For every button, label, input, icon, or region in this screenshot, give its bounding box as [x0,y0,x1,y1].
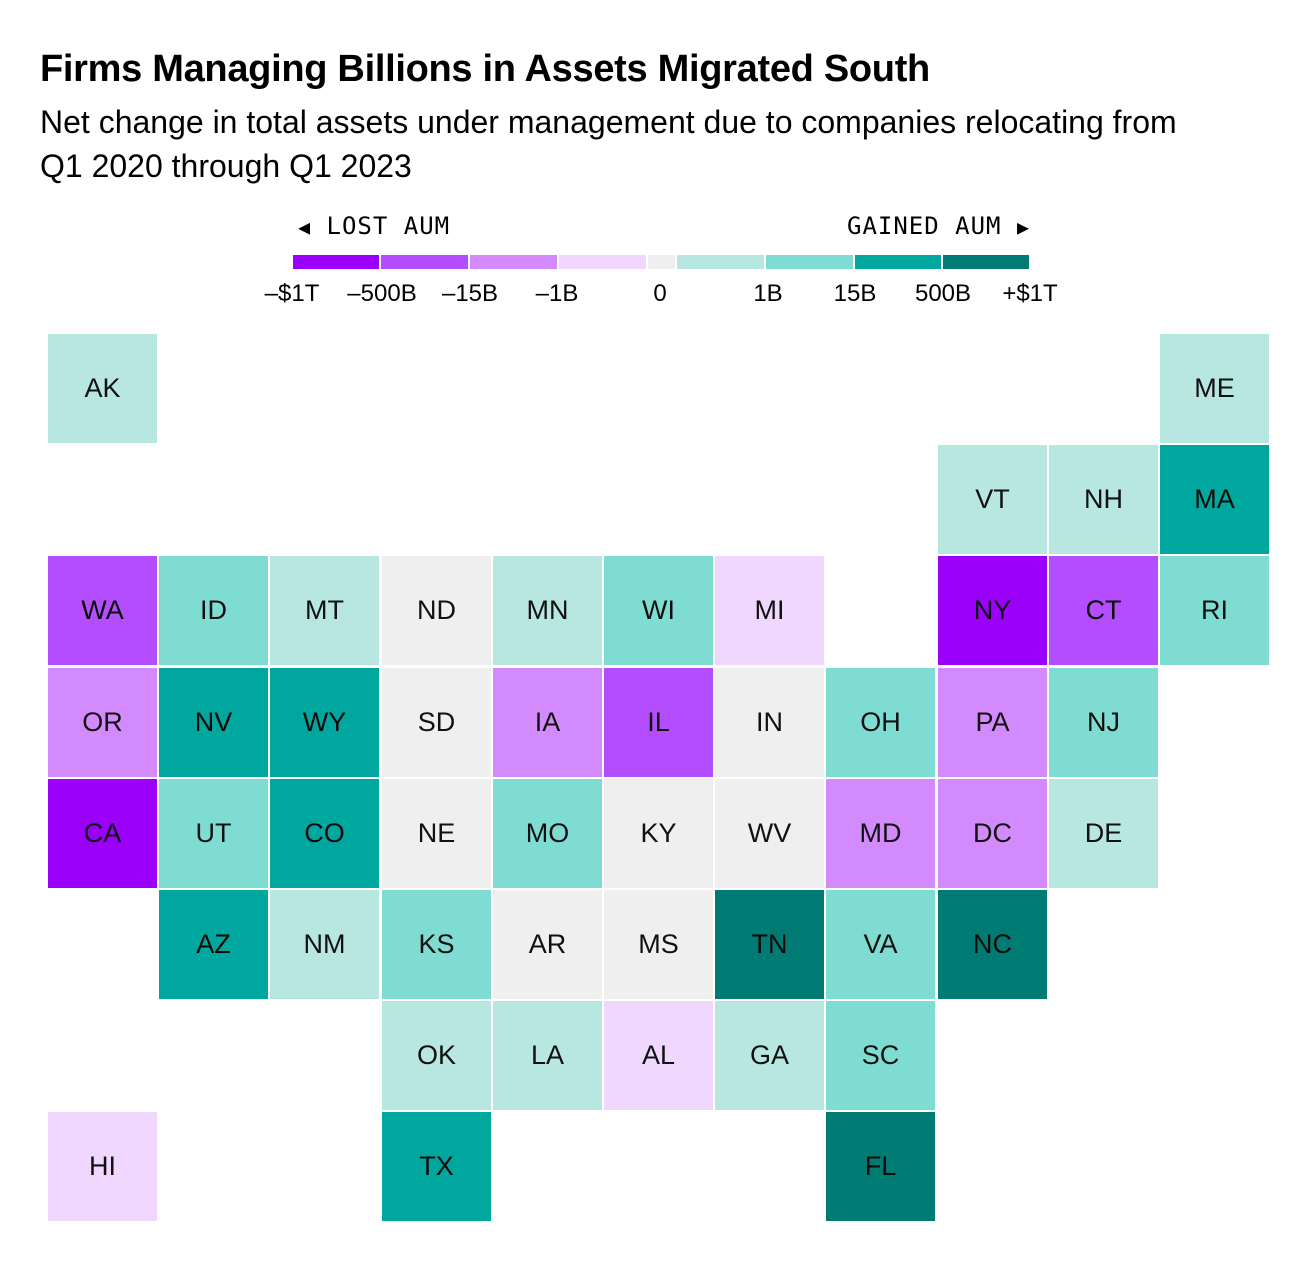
legend-tick-label: 15B [833,280,877,307]
state-tile-ar: AR [493,890,602,999]
legend-tick-label: +$1T [1002,280,1058,307]
state-tile-va: VA [826,890,935,999]
state-tile-nj: NJ [1049,668,1158,777]
state-tile-nd: ND [382,556,491,665]
state-tile-ms: MS [604,890,713,999]
state-tile-sc: SC [826,1001,935,1110]
legend-gained-label: GAINED AUM ▶ [847,212,1030,240]
state-tile-md: MD [826,779,935,888]
state-tile-wy: WY [270,668,379,777]
left-triangle-icon: ◀ [298,215,312,239]
legend-lost-text: LOST AUM [326,212,451,240]
legend-tick-label: –$1T [264,280,320,307]
legend-gained-text: GAINED AUM [847,212,1002,240]
chart-subtitle: Net change in total assets under managem… [40,104,1177,184]
state-tile-mt: MT [270,556,379,665]
state-tile-il: IL [604,668,713,777]
state-tile-de: DE [1049,779,1158,888]
legend-swatch-gain_4 [943,255,1029,269]
state-tile-vt: VT [938,445,1047,554]
state-tile-ca: CA [48,779,157,888]
state-tile-mo: MO [493,779,602,888]
state-tile-fl: FL [826,1112,935,1221]
state-tile-tn: TN [715,890,824,999]
state-tile-co: CO [270,779,379,888]
state-tile-me: ME [1160,334,1269,443]
legend-lost-label: ◀ LOST AUM [298,212,450,240]
legend-swatch-loss_4 [293,255,379,269]
state-tile-ct: CT [1049,556,1158,665]
legend-swatch-gain_2 [766,255,853,269]
state-tile-pa: PA [938,668,1047,777]
state-tile-ok: OK [382,1001,491,1110]
state-tile-wi: WI [604,556,713,665]
chart-title: Firms Managing Billions in Assets Migrat… [40,48,930,90]
state-tile-wv: WV [715,779,824,888]
state-tile-id: ID [159,556,268,665]
legend-swatch-zero [648,255,675,269]
legend-swatch-loss_2 [470,255,557,269]
state-tile-ut: UT [159,779,268,888]
state-tile-ga: GA [715,1001,824,1110]
state-tile-ks: KS [382,890,491,999]
right-triangle-icon: ▶ [1016,215,1030,239]
state-tile-ia: IA [493,668,602,777]
state-tile-al: AL [604,1001,713,1110]
state-tile-ne: NE [382,779,491,888]
legend-tick-label: 1B [753,280,783,307]
state-tile-ny: NY [938,556,1047,665]
state-tile-ak: AK [48,334,157,443]
state-tile-oh: OH [826,668,935,777]
state-tile-az: AZ [159,890,268,999]
state-tile-tx: TX [382,1112,491,1221]
state-tile-sd: SD [382,668,491,777]
legend-swatch-loss_1 [559,255,646,269]
legend-tick-label: –500B [347,280,417,307]
state-tile-nc: NC [938,890,1047,999]
state-tile-mn: MN [493,556,602,665]
state-tile-la: LA [493,1001,602,1110]
legend-tick-label: –15B [441,280,499,307]
state-tile-mi: MI [715,556,824,665]
state-tile-ky: KY [604,779,713,888]
state-tile-nm: NM [270,890,379,999]
state-tile-nv: NV [159,668,268,777]
state-tile-in: IN [715,668,824,777]
state-tile-hi: HI [48,1112,157,1221]
state-tile-wa: WA [48,556,157,665]
legend-swatch-gain_3 [855,255,941,269]
state-tile-nh: NH [1049,445,1158,554]
state-tile-or: OR [48,668,157,777]
legend-tick-label: 500B [914,280,972,307]
legend-tick-label: 0 [653,280,667,307]
state-tile-ma: MA [1160,445,1269,554]
legend-swatch-loss_3 [381,255,468,269]
legend-tick-label: –1B [535,280,579,307]
state-tile-ri: RI [1160,556,1269,665]
legend-swatch-gain_1 [677,255,764,269]
state-tile-dc: DC [938,779,1047,888]
